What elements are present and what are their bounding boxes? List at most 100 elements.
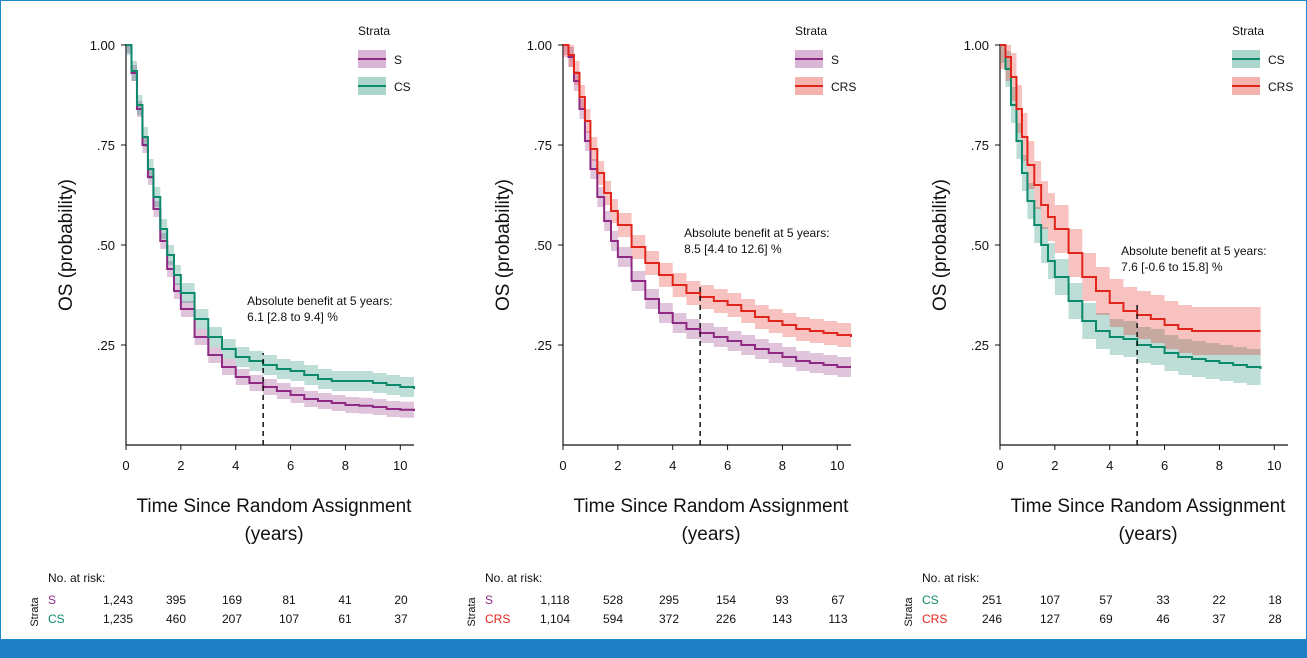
risk-strata-label: Strata — [903, 596, 915, 626]
ci-band-crs — [563, 45, 852, 349]
risk-row-name-s: S — [485, 593, 493, 607]
y-tick-label: .25 — [971, 338, 989, 353]
ci-band-cs — [1000, 45, 1261, 387]
y-axis-label: OS (probability) — [930, 179, 951, 311]
risk-count: 528 — [603, 593, 623, 607]
risk-count: 251 — [982, 593, 1002, 607]
risk-count: 41 — [338, 593, 352, 607]
legend-label-cs: CS — [394, 80, 411, 94]
x-tick-label: 4 — [1106, 458, 1113, 473]
risk-count: 127 — [1040, 612, 1060, 626]
y-tick-label: .25 — [534, 338, 552, 353]
x-axis-label: Time Since Random Assignment — [137, 496, 413, 517]
km-panel-3: 0 2 4 6 8 10.25.50.75 1.00 Time Since Random As… — [874, 0, 1306, 640]
risk-count: 67 — [831, 593, 845, 607]
y-tick-label: .25 — [97, 338, 115, 353]
y-tick-label: .75 — [97, 138, 115, 153]
risk-row-name-crs: CRS — [922, 612, 947, 626]
risk-table-title: No. at risk: — [48, 571, 105, 585]
km-plot-svg: 0 2 4 6 8 10 .25 .50 .75 1.00 Time Since Random As… — [466, 24, 856, 627]
risk-strata-label: Strata — [29, 596, 41, 626]
risk-count: 1,118 — [540, 593, 569, 607]
annotation-line1: Absolute benefit at 5 years: — [684, 226, 829, 240]
risk-count: 107 — [1040, 593, 1060, 607]
x-tick-label: 8 — [779, 458, 786, 473]
bottom-accent-bar — [0, 640, 1307, 658]
x-tick-label: 6 — [1161, 458, 1168, 473]
risk-count: 37 — [1212, 612, 1226, 626]
x-axis-label: Time Since Random Assignment — [1011, 496, 1287, 517]
annotation-line1: Absolute benefit at 5 years: — [1121, 244, 1266, 258]
annotation-line1: Absolute benefit at 5 years: — [247, 294, 392, 308]
km-panel-1: 0 2 4 6 8 10 .25 .50 .75 1.00 Time Since Random As… — [0, 0, 432, 640]
survival-line-cs — [126, 44, 415, 389]
risk-count: 69 — [1099, 612, 1113, 626]
risk-strata-label: Strata — [466, 596, 478, 626]
y-tick-label: 1.00 — [527, 38, 552, 53]
x-tick-label: 10 — [393, 458, 407, 473]
x-axis-label-unit: (years) — [1118, 524, 1177, 545]
x-axis-label: Time Since Random Assignment — [574, 496, 850, 517]
y-tick-label: 1.00 — [964, 38, 989, 53]
risk-count: 460 — [166, 612, 186, 626]
risk-count: 46 — [1156, 612, 1170, 626]
x-tick-label: 6 — [724, 458, 731, 473]
legend-label-crs: CRS — [831, 80, 856, 94]
risk-count: 395 — [166, 593, 186, 607]
annotation-line2: 8.5 [4.4 to 12.6] % — [684, 242, 782, 256]
annotation-line2: 6.1 [2.8 to 9.4] % — [247, 310, 338, 324]
ci-band-cs — [126, 45, 415, 399]
risk-count: 1,235 — [103, 612, 133, 626]
y-tick-label: .50 — [534, 238, 552, 253]
y-tick-label: .75 — [534, 138, 552, 153]
x-tick-label: 2 — [1051, 458, 1058, 473]
survival-line-crs — [563, 44, 852, 337]
risk-count: 295 — [659, 593, 679, 607]
risk-count: 20 — [394, 593, 408, 607]
x-tick-label: 0 — [559, 458, 566, 473]
risk-count: 37 — [394, 612, 408, 626]
legend-title: Strata — [795, 24, 827, 38]
annotation-line2: 7.6 [-0.6 to 15.8] % — [1121, 260, 1223, 274]
y-tick-label: .50 — [971, 238, 989, 253]
risk-count: 81 — [282, 593, 296, 607]
risk-row-name-s: S — [48, 593, 56, 607]
risk-count: 107 — [279, 612, 299, 626]
legend-title: Strata — [1232, 24, 1264, 38]
x-tick-label: 4 — [669, 458, 676, 473]
risk-count: 154 — [716, 593, 736, 607]
risk-table-title: No. at risk: — [922, 571, 979, 585]
risk-count: 246 — [982, 612, 1002, 626]
risk-count: 226 — [716, 612, 736, 626]
risk-count: 93 — [775, 593, 789, 607]
risk-row-name-crs: CRS — [485, 612, 510, 626]
risk-count: 113 — [828, 612, 847, 626]
survival-line-s — [126, 44, 415, 411]
x-tick-label: 6 — [287, 458, 294, 473]
survival-line-cs — [1000, 44, 1262, 369]
x-tick-label: 10 — [830, 458, 844, 473]
risk-count: 61 — [338, 612, 352, 626]
x-tick-label: 8 — [1216, 458, 1223, 473]
risk-count: 169 — [222, 593, 242, 607]
risk-table-title: No. at risk: — [485, 571, 542, 585]
risk-count: 143 — [772, 612, 792, 626]
risk-count: 594 — [603, 612, 623, 626]
x-tick-label: 2 — [177, 458, 184, 473]
x-axis-label-unit: (years) — [244, 524, 303, 545]
y-tick-label: .75 — [971, 138, 989, 153]
x-tick-label: 8 — [342, 458, 349, 473]
legend-label-cs: CS — [1268, 53, 1285, 67]
x-tick-label: 2 — [614, 458, 621, 473]
y-axis-label: OS (probability) — [493, 179, 514, 311]
risk-count: 28 — [1268, 612, 1282, 626]
x-tick-label: 4 — [232, 458, 239, 473]
risk-row-name-cs: CS — [48, 612, 65, 626]
risk-count: 1,243 — [103, 593, 133, 607]
ci-band-crs — [1000, 45, 1261, 355]
x-axis-label-unit: (years) — [681, 524, 740, 545]
legend-label-s: S — [831, 53, 839, 67]
risk-count: 22 — [1212, 593, 1226, 607]
